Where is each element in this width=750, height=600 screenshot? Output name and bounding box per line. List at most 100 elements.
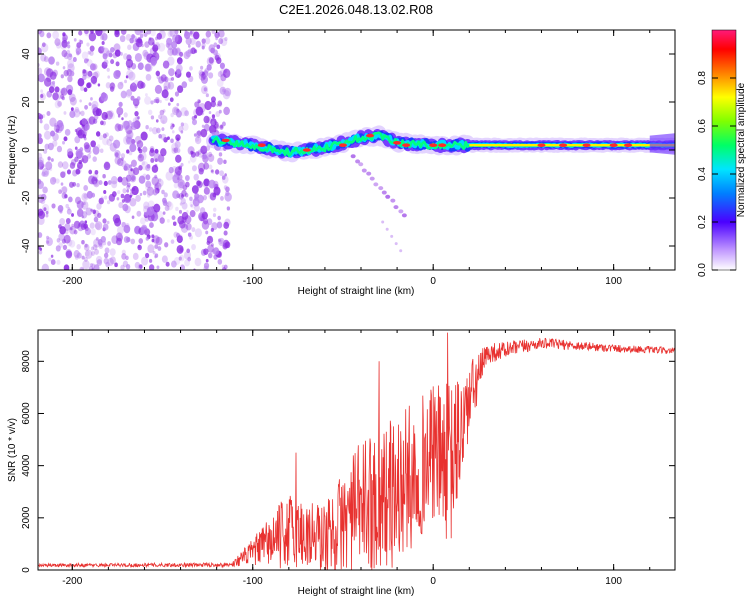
noise-blob: [38, 137, 43, 145]
noise-blob: [117, 124, 120, 128]
noise-blob: [129, 82, 138, 92]
noise-blob: [145, 73, 152, 81]
noise-blob: [160, 74, 167, 82]
noise-blob: [60, 74, 64, 79]
noise-blob: [152, 44, 159, 52]
tone-peak: [429, 143, 438, 147]
noise-blob: [113, 70, 121, 79]
noise-blob: [100, 120, 104, 126]
noise-blob: [153, 203, 161, 213]
colorbar-tick-label: 0.4: [697, 167, 708, 181]
noise-blob: [145, 174, 151, 181]
noise-blob: [55, 245, 61, 252]
noise-blob: [166, 37, 173, 46]
noise-blob: [139, 192, 143, 196]
noise-blob: [62, 87, 67, 93]
noise-blob: [116, 226, 124, 235]
noise-blob: [89, 50, 94, 56]
colorbar-label: Normalized spectral amplitude: [736, 82, 747, 217]
noise-blob: [99, 148, 104, 154]
noise-blob: [76, 182, 80, 188]
noise-blob: [88, 150, 92, 154]
noise-blob: [61, 40, 68, 48]
noise-blob: [82, 134, 87, 139]
noise-blob: [155, 127, 161, 134]
noise-blob: [75, 47, 82, 55]
noise-blob: [108, 135, 114, 142]
noise-blob: [88, 116, 96, 125]
noise-blob: [53, 124, 60, 133]
noise-blob: [193, 173, 199, 181]
spectrogram-x-label: Height of straight line (km): [298, 286, 415, 297]
tone-peak: [257, 143, 266, 147]
tone-peak: [438, 143, 447, 147]
noise-blob: [55, 178, 60, 184]
trail-blob: [378, 186, 384, 191]
noise-blob: [194, 257, 202, 267]
noise-blob: [160, 115, 168, 125]
noise-blob: [129, 174, 137, 183]
y-tick-label: 0: [21, 567, 32, 573]
noise-blob: [125, 33, 132, 41]
noise-blob: [51, 80, 56, 85]
noise-blob: [163, 81, 171, 91]
noise-blob: [183, 51, 190, 60]
trail-blob: [361, 168, 367, 173]
noise-blob: [43, 207, 47, 212]
noise-blob: [94, 114, 99, 120]
noise-blob: [92, 156, 97, 162]
noise-blob: [129, 197, 137, 207]
noise-blob: [101, 33, 108, 41]
noise-blob: [114, 49, 121, 57]
noise-blob: [61, 96, 65, 101]
noise-blob: [66, 49, 71, 55]
noise-blob: [79, 147, 84, 152]
noise-blob: [218, 109, 222, 114]
noise-blob: [203, 162, 210, 170]
noise-blob: [180, 197, 186, 205]
noise-blob: [75, 127, 83, 136]
tone-peak: [537, 143, 546, 147]
spectrogram-y-ticks: -40 -20 0 20 40: [21, 48, 675, 253]
noise-blob: [40, 89, 44, 93]
noise-blob: [86, 42, 90, 47]
noise-blob: [64, 128, 71, 136]
noise-blob: [109, 112, 115, 120]
noise-blob: [211, 169, 214, 173]
noise-blob: [46, 32, 52, 39]
noise-blob: [174, 91, 180, 97]
noise-blob: [175, 47, 181, 54]
noise-blob: [143, 229, 148, 234]
noise-blob: [102, 173, 106, 179]
noise-blob: [158, 114, 162, 120]
noise-blob: [90, 97, 93, 101]
noise-blob: [120, 30, 127, 35]
noise-blob: [171, 142, 179, 152]
noise-blob: [61, 49, 68, 58]
noise-blob: [149, 258, 153, 263]
noise-blob: [137, 116, 140, 120]
noise-blob: [54, 122, 58, 128]
noise-blob: [79, 99, 82, 103]
noise-blob: [74, 146, 78, 150]
noise-blob: [38, 216, 45, 226]
noise-blob: [48, 56, 55, 65]
noise-blob: [57, 205, 64, 213]
tone-peak: [609, 143, 618, 147]
snr-line: [38, 332, 675, 570]
noise-blob: [204, 68, 209, 74]
noise-blob: [50, 158, 54, 162]
noise-blob: [49, 177, 57, 185]
noise-blob: [162, 109, 166, 113]
noise-blob: [193, 31, 200, 40]
noise-blob: [139, 33, 144, 39]
y-tick-label: -40: [21, 238, 32, 253]
noise-blob: [211, 114, 216, 119]
noise-blob: [43, 75, 47, 79]
noise-blob: [100, 236, 106, 243]
noise-blob: [165, 261, 170, 267]
noise-blob: [108, 52, 113, 58]
x-tick-label: 100: [605, 576, 622, 587]
noise-blob: [38, 30, 42, 35]
